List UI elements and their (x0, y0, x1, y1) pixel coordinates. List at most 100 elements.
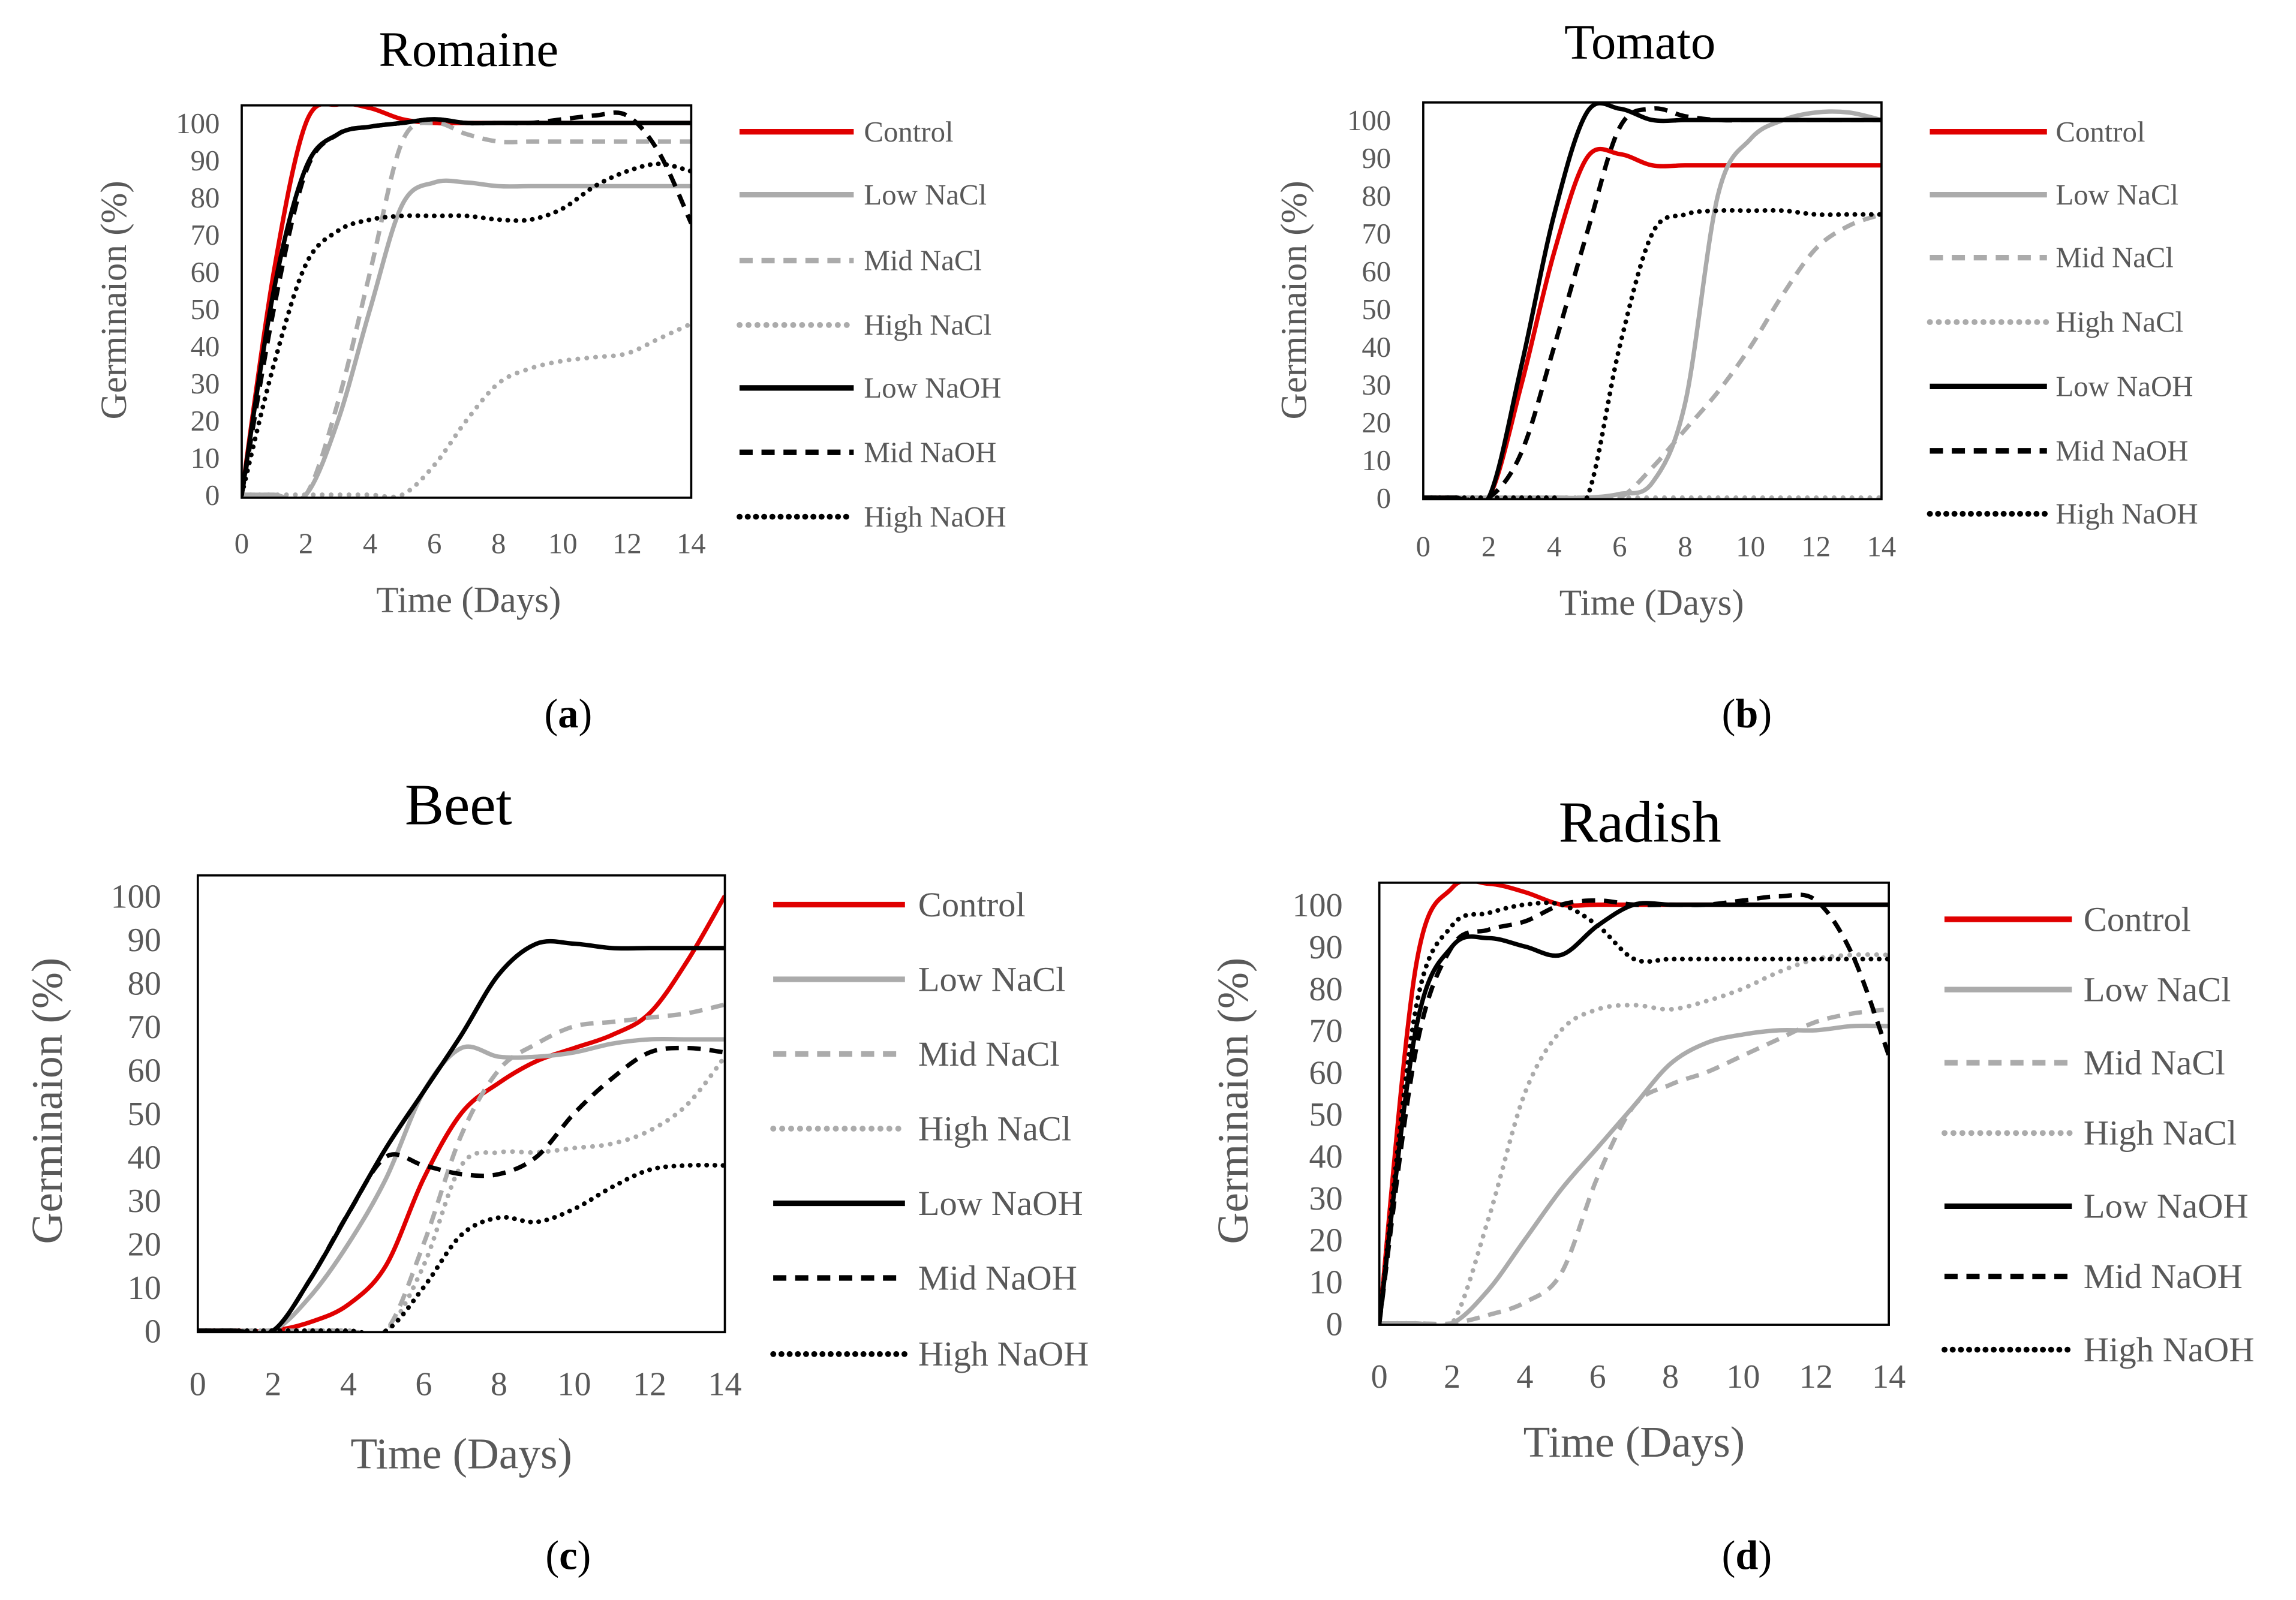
y-tick-label: 0 (145, 1313, 161, 1351)
chart-panel-radish: Radish 0 10 20 30 40 50 60 70 80 90 100 0 2 4 6 8 10 12 14 T… (1209, 790, 2255, 1578)
x-axis-label: Time (Days) (376, 580, 561, 620)
legend-label: Mid NaCl (864, 245, 982, 277)
y-tick-label: 70 (1309, 1013, 1343, 1050)
legend-label: Low NaCl (864, 179, 987, 211)
plot-frame (241, 104, 693, 499)
series-line-mid-nacl (1423, 212, 1882, 500)
y-tick-label: 50 (1309, 1096, 1343, 1133)
legend-label: High NaOH (2084, 1330, 2255, 1369)
x-tick-label: 0 (1371, 1358, 1388, 1396)
series-group (1379, 882, 1889, 1325)
x-tick-label: 6 (1589, 1358, 1606, 1396)
y-tick-label: 90 (128, 922, 161, 959)
y-tick-label: 50 (1362, 293, 1391, 326)
y-tick-label: 10 (191, 442, 220, 474)
y-tick-label: 50 (191, 293, 220, 326)
series-line-high-nacl (242, 321, 692, 498)
y-tick-label: 100 (1292, 887, 1342, 924)
legend-label: Low NaOH (918, 1184, 1083, 1223)
legend: Control Low NaCl Mid NaCl High NaCl Low NaOH… (1927, 116, 2198, 530)
y-axis-label: Germinaion (%) (94, 181, 134, 419)
y-tick-label: 10 (128, 1270, 161, 1307)
y-tick-label: 10 (1362, 444, 1391, 477)
y-tick-label: 40 (128, 1139, 161, 1177)
plot-frame (1422, 101, 1883, 501)
series-line-mid-naoh (1423, 106, 1882, 500)
y-tick-label: 70 (128, 1009, 161, 1046)
series-line-low-naoh (197, 939, 725, 1333)
y-tick-label: 30 (128, 1183, 161, 1220)
y-tick-label: 0 (1377, 482, 1391, 515)
y-tick-label: 40 (1309, 1138, 1343, 1175)
chart-title: Tomato (1564, 14, 1715, 70)
series-group (197, 895, 725, 1333)
series-line-high-naoh (1379, 900, 1889, 1325)
y-tick-label: 90 (191, 145, 220, 177)
x-tick-label: 8 (1662, 1358, 1679, 1396)
legend-label: Low NaCl (918, 960, 1066, 999)
series-line-low-nacl (242, 178, 692, 498)
legend-label: Mid NaOH (864, 436, 996, 468)
legend-label: Mid NaCl (2055, 242, 2174, 274)
x-tick-label: 4 (1516, 1358, 1533, 1396)
y-tick-label: 50 (128, 1096, 161, 1133)
legend-label: Low NaOH (2084, 1187, 2249, 1226)
x-tick-label: 2 (1481, 531, 1496, 563)
series-line-low-naoh (242, 117, 692, 495)
chart-panel-tomato: Tomato 0 10 20 30 40 50 60 70 80 90 100 0 2 4 6 8 10 12 14 T… (1275, 14, 2198, 737)
series-line-mid-nacl (1379, 1007, 1889, 1325)
caption-letter: d (1735, 1533, 1758, 1578)
y-axis-label: Germinaion (%) (23, 958, 71, 1244)
legend-label: High NaOH (918, 1334, 1089, 1373)
x-tick-label: 10 (557, 1366, 591, 1403)
series-line-low-nacl (1423, 109, 1882, 500)
legend-label: Control (864, 116, 953, 148)
x-tick-label: 12 (1801, 531, 1831, 563)
panel-caption: (b) (1722, 691, 1772, 736)
series-line-high-naoh (197, 1162, 725, 1333)
x-tick-label: 0 (1416, 531, 1431, 563)
chart-panel-romaine: Romaine 0 10 20 30 40 50 60 70 80 90 100 0 2 4 6 8 10 12 14… (94, 22, 1006, 736)
y-tick-label: 30 (191, 368, 220, 400)
legend: Control Low NaCl Mid NaCl High NaCl Low NaOH… (770, 885, 1089, 1373)
y-tick-label: 80 (128, 966, 161, 1003)
legend-label: Mid NaCl (918, 1034, 1060, 1073)
x-axis-label: Time (Days) (350, 1429, 572, 1478)
series-line-control (197, 895, 725, 1333)
panel-caption: (d) (1722, 1533, 1772, 1578)
y-tick-label: 0 (205, 479, 220, 512)
x-tick-label: 12 (612, 528, 642, 560)
caption-paren: ) (578, 691, 592, 736)
caption-paren: ) (578, 1533, 591, 1578)
y-tick-label: 20 (191, 405, 220, 437)
panel-caption: (c) (545, 1533, 591, 1578)
x-axis-label: Time (Days) (1559, 583, 1744, 623)
series-line-mid-naoh (1379, 892, 1889, 1324)
legend-label: High NaCl (2084, 1114, 2237, 1153)
chart-title: Radish (1559, 790, 1721, 855)
x-tick-label: 8 (1678, 531, 1692, 563)
caption-paren: ( (1722, 691, 1736, 736)
legend-label: High NaOH (864, 501, 1006, 533)
legend-label: Control (918, 885, 1026, 924)
legend-label: Low NaOH (2055, 371, 2193, 403)
y-tick-label: 100 (1347, 104, 1391, 137)
x-tick-label: 14 (677, 528, 706, 560)
series-line-high-naoh (1423, 207, 1882, 500)
legend-label: High NaOH (2055, 498, 2198, 530)
x-tick-label: 0 (235, 528, 249, 560)
caption-paren: ( (545, 1533, 559, 1578)
x-tick-label: 6 (1612, 531, 1627, 563)
x-tick-label: 14 (1867, 531, 1897, 563)
series-line-control (1423, 146, 1882, 500)
legend-label: Mid NaOH (2055, 435, 2188, 467)
x-tick-label: 10 (1736, 531, 1765, 563)
caption-paren: ) (1758, 691, 1772, 736)
legend-label: Low NaOH (864, 372, 1001, 404)
legend-label: Control (2084, 900, 2191, 939)
y-tick-label: 80 (1362, 180, 1391, 212)
y-tick-label: 20 (1362, 407, 1391, 439)
series-line-high-nacl (197, 1054, 725, 1333)
y-axis-label: Germinaion (%) (1209, 958, 1257, 1244)
x-tick-label: 6 (415, 1366, 432, 1403)
